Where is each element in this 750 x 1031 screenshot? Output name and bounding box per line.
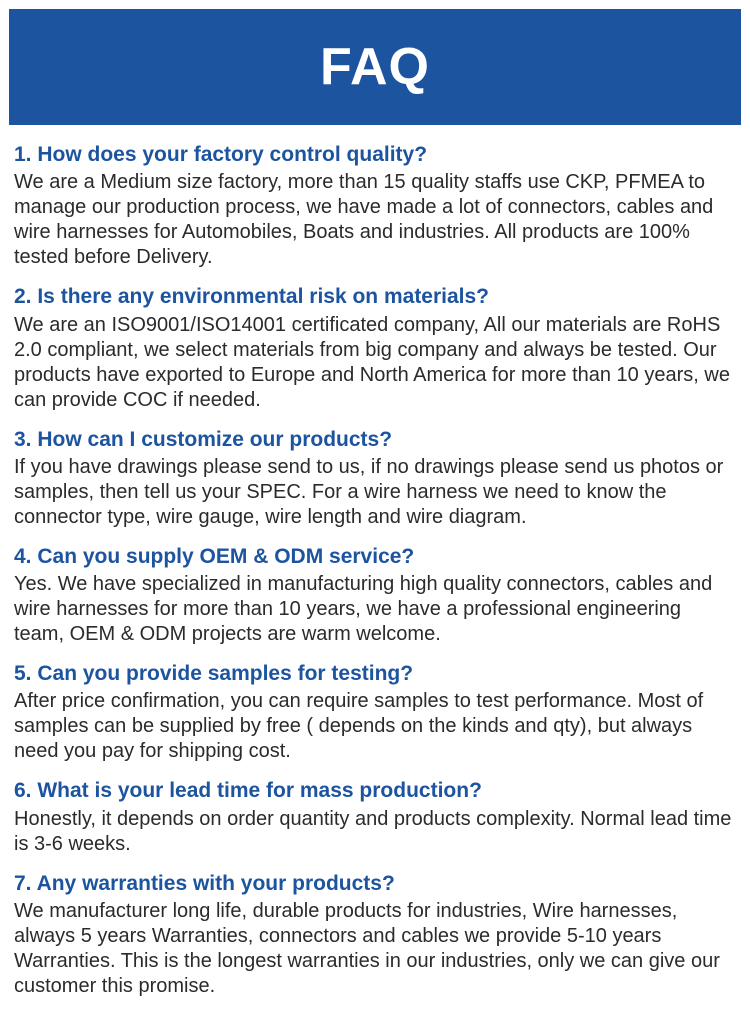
- faq-header-title: FAQ: [9, 37, 741, 97]
- faq-question: 3. How can I customize our products?: [14, 427, 736, 453]
- faq-item: 3. How can I customize our products? If …: [14, 427, 736, 530]
- faq-item: 7. Any warranties with your products? We…: [14, 871, 736, 999]
- faq-question: 4. Can you supply OEM & ODM service?: [14, 544, 736, 570]
- faq-answer: We manufacturer long life, durable produ…: [14, 899, 736, 999]
- faq-header: FAQ: [6, 6, 744, 128]
- faq-answer: We are a Medium size factory, more than …: [14, 170, 736, 270]
- faq-answer: Honestly, it depends on order quantity a…: [14, 807, 736, 857]
- faq-answer: After price confirmation, you can requir…: [14, 689, 736, 764]
- faq-item: 6. What is your lead time for mass produ…: [14, 778, 736, 856]
- faq-answer: If you have drawings please send to us, …: [14, 455, 736, 530]
- faq-answer: We are an ISO9001/ISO14001 certificated …: [14, 313, 736, 413]
- faq-question: 2. Is there any environmental risk on ma…: [14, 284, 736, 310]
- faq-item: 2. Is there any environmental risk on ma…: [14, 284, 736, 412]
- faq-question: 1. How does your factory control quality…: [14, 142, 736, 168]
- faq-item: 4. Can you supply OEM & ODM service? Yes…: [14, 544, 736, 647]
- faq-question: 6. What is your lead time for mass produ…: [14, 778, 736, 804]
- faq-item: 1. How does your factory control quality…: [14, 142, 736, 270]
- faq-content: 1. How does your factory control quality…: [0, 134, 750, 1031]
- faq-answer: Yes. We have specialized in manufacturin…: [14, 572, 736, 647]
- faq-item: 5. Can you provide samples for testing? …: [14, 661, 736, 764]
- faq-question: 5. Can you provide samples for testing?: [14, 661, 736, 687]
- faq-question: 7. Any warranties with your products?: [14, 871, 736, 897]
